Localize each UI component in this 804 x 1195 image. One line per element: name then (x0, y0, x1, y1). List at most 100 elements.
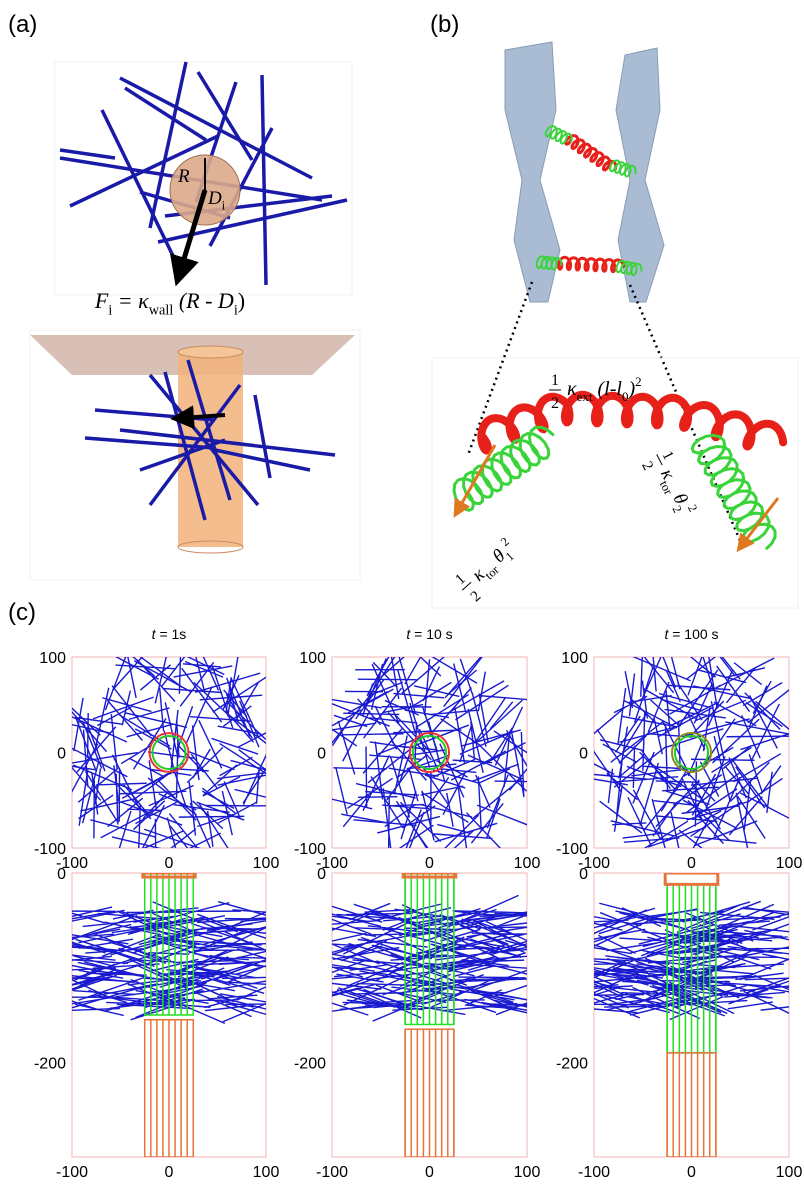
fiber (486, 921, 551, 952)
plot-content (52, 637, 286, 869)
formula-part: wall (149, 303, 174, 319)
y-tick-label: 0 (317, 866, 326, 883)
fiber (579, 945, 631, 953)
fiber (728, 1002, 773, 1009)
wall-formula: Fi = κwall (R - Di) (94, 288, 245, 319)
fiber (762, 954, 804, 965)
fiber (138, 804, 140, 859)
fiber (748, 778, 782, 801)
plot-content (574, 642, 794, 875)
fiber (37, 997, 114, 1009)
fiber (691, 759, 755, 760)
fiber (323, 797, 373, 809)
fiber (744, 948, 804, 949)
fiber (687, 650, 725, 679)
plot-title: t = 100 s (664, 626, 718, 642)
fiber (363, 729, 402, 774)
fiber (307, 980, 381, 989)
fiber (262, 75, 266, 285)
fiber (402, 652, 449, 693)
frac-den: 2 (638, 459, 657, 473)
fiber (222, 977, 267, 978)
x-tick-label: 100 (253, 1164, 280, 1181)
page: (a) (b) (c) R Di Fi = κwall (R - Di) 12κ… (0, 0, 804, 1195)
fiber (126, 646, 137, 698)
fiber (162, 648, 192, 687)
plot-content (305, 873, 558, 1157)
fiber (644, 766, 681, 768)
formula-part: 2 (498, 534, 512, 549)
coil (692, 435, 775, 548)
y-tick-label: -100 (34, 841, 66, 858)
fiber (623, 833, 662, 838)
fiber (238, 957, 280, 958)
fiber (477, 805, 528, 825)
x-tick-label: -100 (316, 1164, 348, 1181)
fiber (383, 788, 391, 852)
y-tick-label: 0 (579, 746, 588, 763)
plot-title: t = 10 s (406, 626, 452, 642)
panel-label: (c) (8, 599, 36, 626)
x-tick-label: 0 (687, 855, 696, 872)
fiber (641, 642, 643, 697)
x-tick-label: 100 (514, 1164, 541, 1181)
x-tick-label: 0 (687, 1164, 696, 1181)
x-tick-label: 0 (425, 855, 434, 872)
fiber (433, 834, 492, 839)
fiber (633, 746, 634, 788)
x-tick-label: 0 (165, 1164, 174, 1181)
fiber (628, 797, 652, 846)
coil (558, 257, 623, 271)
formula-part: ) (238, 288, 245, 313)
fiber (116, 774, 118, 825)
plot: -1000100-2000 (34, 866, 294, 1181)
plot: t = 1s-1000100-1000100 (34, 626, 287, 872)
fiber (193, 950, 264, 951)
zoom-springs (454, 395, 783, 549)
fiber (179, 816, 245, 817)
y-tick-label: -200 (34, 1055, 66, 1072)
fiber (342, 734, 404, 735)
y-tick-label: 0 (57, 866, 66, 883)
x-tick-label: 0 (425, 1164, 434, 1181)
fiber (52, 763, 95, 769)
fiber (255, 395, 270, 478)
fiber (149, 786, 194, 806)
plot: t = 10 s-1000100-1000100 (294, 626, 540, 875)
formula-part: ext (577, 389, 593, 404)
fiber (423, 667, 439, 701)
formula-part: 2 (685, 502, 700, 514)
x-tick-label: 100 (514, 855, 541, 872)
formula-part: = 100 s (668, 626, 718, 642)
fiber (761, 766, 781, 794)
formula: κtor θ22 (653, 464, 701, 521)
fiber (635, 821, 688, 854)
fiber (393, 693, 444, 697)
fiber (307, 988, 359, 1002)
fiber (389, 805, 424, 806)
fiber (745, 978, 804, 980)
formula: κtor θ12 (466, 534, 522, 588)
fiber (85, 771, 118, 822)
plot: -1000100-2000 (294, 866, 558, 1181)
formula-part: (R - D (173, 288, 234, 313)
y-tick-label: -100 (294, 841, 326, 858)
plot-content (311, 635, 540, 875)
fiber (478, 927, 548, 928)
formula: κext (l-l0)2 (567, 374, 642, 404)
formula-part: i (222, 199, 226, 213)
frac-num: 1 (551, 372, 559, 389)
fiber (322, 1004, 382, 1012)
tor-formula: 12κtor θ22 (637, 446, 703, 524)
x-tick-label: 100 (776, 855, 803, 872)
formula-part: = 10 s (410, 626, 452, 642)
formula-part: D (207, 188, 222, 209)
x-tick-label: 100 (253, 855, 280, 872)
formula-part: F (94, 288, 109, 313)
plot-title: t = 1s (152, 626, 187, 642)
y-tick-label: 0 (317, 746, 326, 763)
fiber (60, 150, 115, 158)
y-tick-label: 100 (39, 650, 66, 667)
fiber (318, 697, 381, 708)
